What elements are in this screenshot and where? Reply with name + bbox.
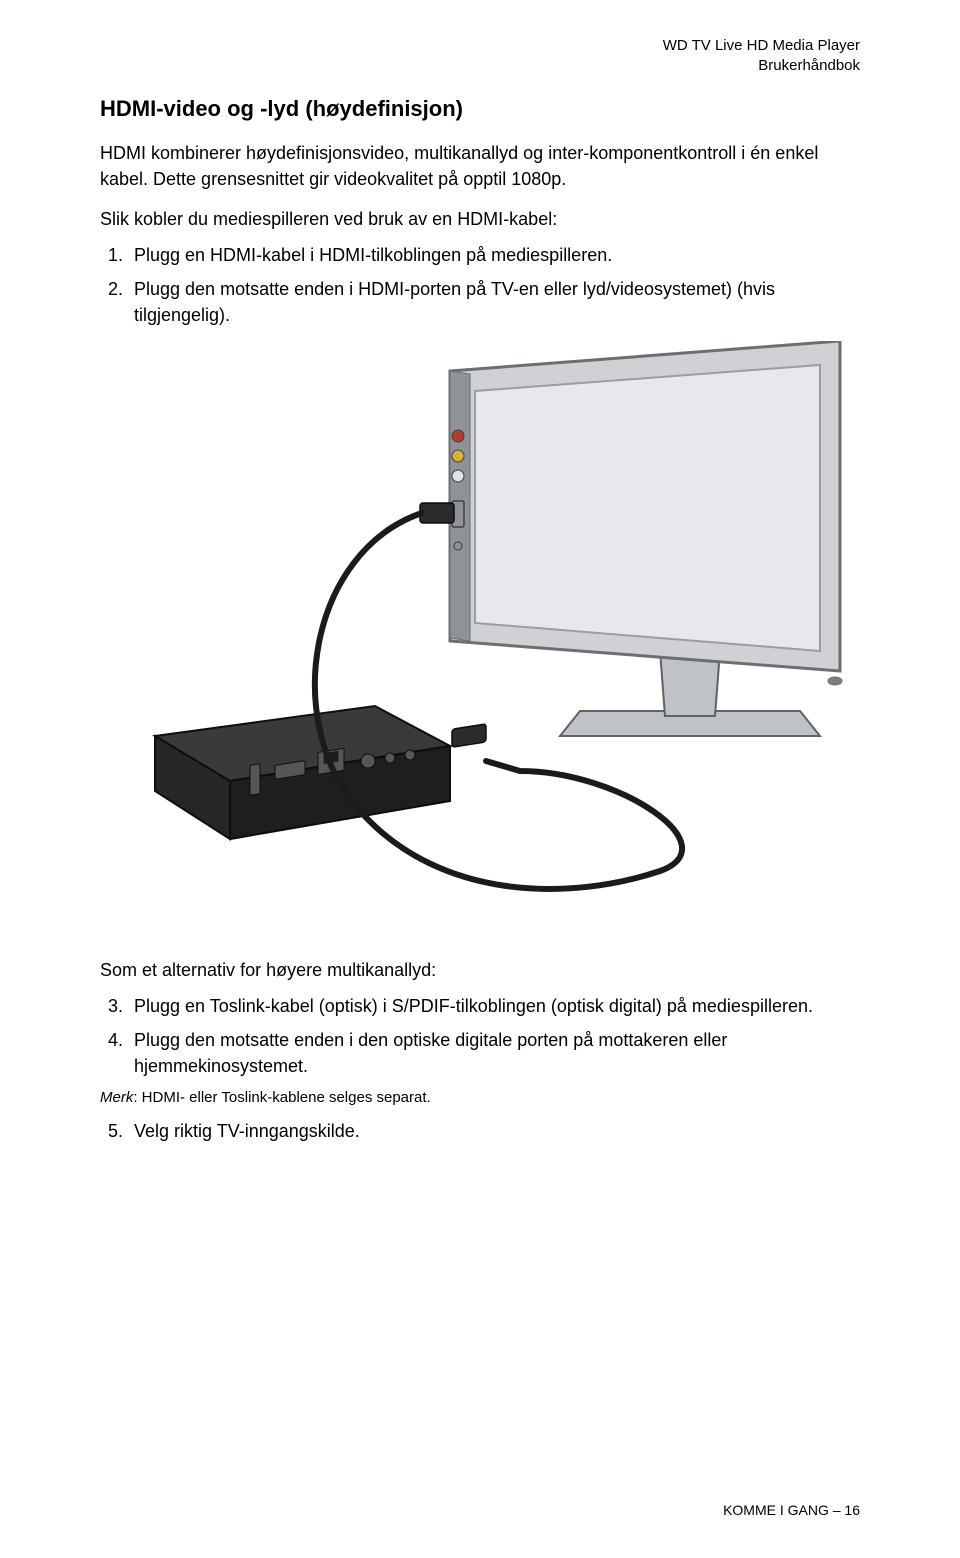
- step-item: Plugg en Toslink-kabel (optisk) i S/PDIF…: [128, 993, 860, 1019]
- step-item: Velg riktig TV-inngangskilde.: [128, 1118, 860, 1144]
- note-text: : HDMI- eller Toslink-kablene selges sep…: [133, 1089, 430, 1106]
- step-item: Plugg den motsatte enden i den optiske d…: [128, 1027, 860, 1079]
- connection-diagram: [100, 341, 860, 931]
- manual-page: WD TV Live HD Media Player Brukerhåndbok…: [0, 0, 960, 1558]
- page-header: WD TV Live HD Media Player Brukerhåndbok: [663, 36, 860, 77]
- steps-list-1: Plugg en HDMI-kabel i HDMI-tilkoblingen …: [100, 242, 860, 328]
- product-name: WD TV Live HD Media Player: [663, 36, 860, 56]
- note-line: Merk: HDMI- eller Toslink-kablene selges…: [100, 1087, 860, 1108]
- steps-list-2: Plugg en Toslink-kabel (optisk) i S/PDIF…: [100, 993, 860, 1079]
- page-footer: KOMME I GANG – 16: [723, 1502, 860, 1518]
- intro-paragraph: HDMI kombinerer høydefinisjonsvideo, mul…: [100, 140, 860, 192]
- list1-intro: Slik kobler du mediespilleren ved bruk a…: [100, 206, 860, 232]
- diagram-svg: [100, 341, 860, 931]
- section-heading: HDMI-video og -lyd (høydefinisjon): [100, 96, 860, 122]
- list2-intro: Som et alternativ for høyere multikanall…: [100, 957, 860, 983]
- step-item: Plugg den motsatte enden i HDMI-porten p…: [128, 276, 860, 328]
- steps-list-3: Velg riktig TV-inngangskilde.: [100, 1118, 860, 1144]
- note-label: Merk: [100, 1089, 133, 1106]
- step-item: Plugg en HDMI-kabel i HDMI-tilkoblingen …: [128, 242, 860, 268]
- doc-type: Brukerhåndbok: [663, 56, 860, 76]
